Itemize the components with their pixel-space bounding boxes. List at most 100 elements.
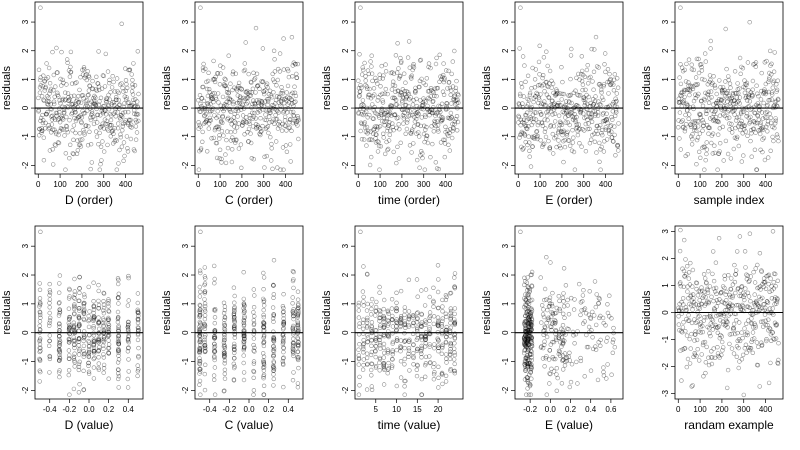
data-point bbox=[703, 108, 709, 114]
data-point bbox=[113, 137, 118, 143]
data-point bbox=[690, 132, 695, 137]
y-tick-label: -2 bbox=[21, 161, 30, 169]
data-point bbox=[65, 130, 71, 135]
data-point bbox=[120, 123, 126, 129]
data-point bbox=[73, 118, 79, 124]
data-point bbox=[423, 114, 428, 120]
data-point bbox=[45, 109, 50, 115]
data-point bbox=[84, 102, 89, 107]
data-point bbox=[598, 83, 603, 89]
data-point bbox=[233, 140, 238, 145]
data-point bbox=[91, 304, 97, 310]
data-point bbox=[385, 91, 390, 97]
data-point bbox=[47, 310, 52, 316]
data-point bbox=[448, 320, 453, 326]
data-point bbox=[380, 91, 385, 97]
data-point bbox=[106, 128, 111, 133]
y-tick-label: 3 bbox=[501, 19, 510, 24]
data-point bbox=[749, 92, 755, 97]
data-point bbox=[677, 99, 683, 105]
data-point bbox=[214, 115, 219, 121]
data-point bbox=[372, 92, 377, 97]
data-point bbox=[268, 110, 273, 115]
data-point bbox=[91, 303, 97, 309]
data-point bbox=[744, 82, 749, 88]
data-point bbox=[74, 99, 79, 104]
data-point bbox=[404, 126, 410, 132]
data-point bbox=[557, 122, 562, 128]
data-point bbox=[369, 306, 374, 312]
data-point bbox=[105, 126, 110, 132]
data-point bbox=[392, 112, 397, 118]
data-point bbox=[683, 153, 688, 159]
data-point bbox=[771, 78, 777, 84]
data-point bbox=[576, 122, 581, 127]
data-point bbox=[126, 275, 131, 281]
data-point bbox=[47, 297, 53, 302]
data-point bbox=[273, 101, 278, 106]
data-point bbox=[288, 142, 293, 147]
data-point bbox=[60, 116, 65, 121]
data-point bbox=[261, 89, 266, 94]
data-point bbox=[81, 352, 87, 357]
data-point bbox=[77, 290, 82, 295]
data-point bbox=[574, 122, 579, 127]
data-point bbox=[411, 61, 416, 67]
data-point bbox=[568, 53, 574, 58]
data-point bbox=[96, 337, 101, 343]
data-point bbox=[550, 131, 555, 137]
data-point bbox=[407, 108, 412, 114]
data-point bbox=[520, 104, 526, 110]
data-point bbox=[609, 81, 615, 86]
data-point bbox=[604, 339, 609, 344]
data-point bbox=[413, 88, 418, 94]
data-point bbox=[394, 116, 400, 121]
data-point bbox=[691, 67, 696, 73]
data-point bbox=[570, 114, 575, 120]
data-point bbox=[398, 359, 404, 364]
data-point bbox=[287, 117, 293, 123]
data-point bbox=[48, 86, 54, 92]
data-point bbox=[714, 313, 719, 319]
data-point bbox=[554, 91, 560, 97]
data-point bbox=[770, 306, 775, 311]
data-point bbox=[98, 95, 104, 101]
data-point bbox=[704, 344, 709, 350]
data-point bbox=[56, 132, 61, 138]
data-point bbox=[78, 113, 83, 118]
data-point bbox=[107, 77, 112, 83]
data-point bbox=[609, 372, 614, 377]
data-point bbox=[391, 79, 396, 84]
data-point bbox=[430, 99, 435, 105]
data-point bbox=[106, 323, 112, 328]
data-point bbox=[610, 340, 615, 345]
data-point bbox=[81, 329, 87, 334]
data-point bbox=[120, 110, 126, 116]
data-point bbox=[113, 97, 119, 102]
data-point bbox=[775, 278, 780, 283]
data-point bbox=[692, 127, 697, 133]
data-point bbox=[136, 367, 141, 372]
data-point bbox=[733, 125, 738, 131]
data-point bbox=[527, 154, 532, 159]
data-point bbox=[716, 151, 721, 157]
data-point bbox=[388, 103, 393, 108]
data-point bbox=[700, 103, 706, 109]
data-point bbox=[93, 102, 98, 108]
data-point bbox=[198, 109, 203, 114]
data-point bbox=[440, 74, 445, 80]
data-point bbox=[708, 38, 713, 44]
data-point bbox=[112, 102, 117, 108]
data-point bbox=[100, 121, 105, 126]
data-point bbox=[372, 110, 378, 115]
data-point bbox=[452, 48, 457, 54]
data-point bbox=[96, 282, 101, 288]
data-point bbox=[732, 262, 737, 268]
data-point bbox=[202, 265, 208, 270]
data-point bbox=[602, 62, 607, 67]
data-point bbox=[98, 113, 103, 118]
data-point bbox=[713, 108, 718, 113]
data-point bbox=[91, 345, 97, 350]
data-point bbox=[413, 90, 418, 95]
data-point bbox=[402, 308, 408, 314]
